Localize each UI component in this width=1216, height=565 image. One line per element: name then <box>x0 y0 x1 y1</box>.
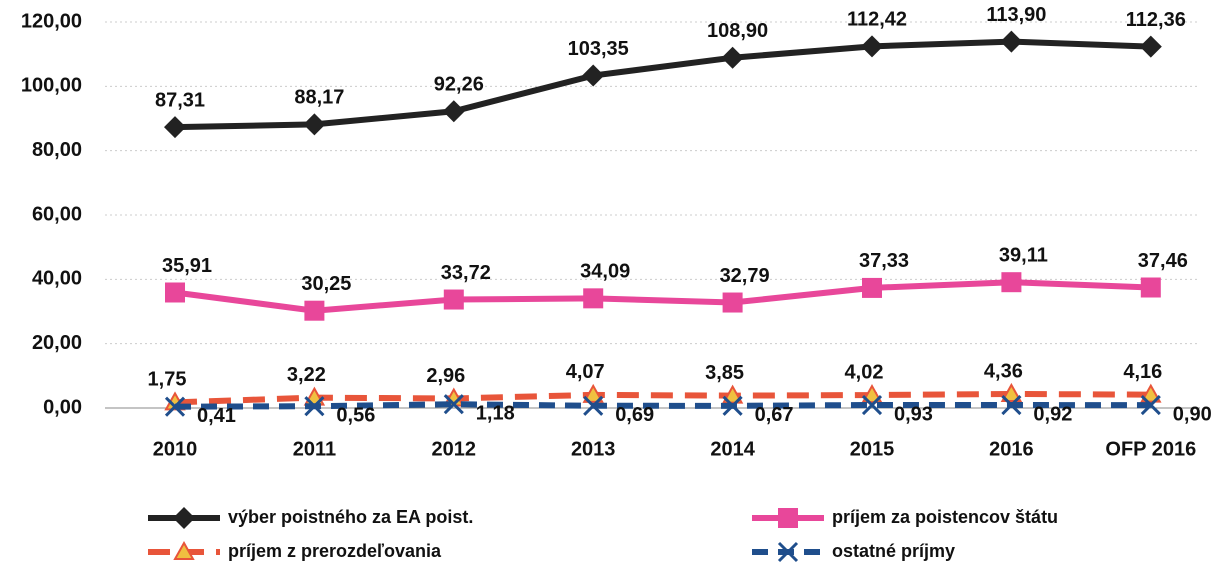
point-marker <box>1140 277 1161 298</box>
point-marker <box>861 394 883 416</box>
data-label: 112,42 <box>847 9 907 31</box>
x-tick-label: 2013 <box>571 438 616 460</box>
point-marker <box>1140 395 1161 416</box>
data-label: 37,46 <box>1138 250 1188 272</box>
data-label: 2,96 <box>426 365 465 387</box>
legend-marker <box>778 508 798 528</box>
point-marker <box>1001 272 1022 293</box>
data-label: 0,92 <box>1033 403 1072 425</box>
data-label: 112,36 <box>1126 9 1186 31</box>
y-tick-label: 120,00 <box>21 10 82 32</box>
point-marker <box>1000 30 1023 53</box>
data-label: 4,07 <box>566 361 605 383</box>
point-marker <box>582 383 604 403</box>
point-marker <box>1000 382 1023 402</box>
point-marker <box>583 288 604 309</box>
legend-marker <box>777 541 799 563</box>
y-tick-label: 80,00 <box>32 139 82 161</box>
data-label: 113,90 <box>986 4 1046 26</box>
y-tick-label: 100,00 <box>21 75 82 97</box>
point-marker <box>443 394 464 415</box>
x-tick-label: 2011 <box>293 438 336 460</box>
point-marker <box>1139 35 1162 58</box>
legend-label: príjem z prerozdeľovania <box>228 541 442 561</box>
point-marker <box>722 395 743 416</box>
point-marker <box>164 116 186 139</box>
x-tick-label: 2015 <box>850 438 895 460</box>
data-label: 37,33 <box>859 250 909 272</box>
data-label: 4,02 <box>845 361 884 383</box>
point-marker <box>1001 394 1022 416</box>
point-marker <box>164 396 186 417</box>
point-marker <box>861 35 883 58</box>
y-tick-label: 0,00 <box>43 396 82 418</box>
data-label: 35,91 <box>162 255 212 277</box>
point-marker <box>721 46 744 69</box>
data-label: 0,93 <box>894 403 933 425</box>
data-label: 88,17 <box>294 87 344 109</box>
data-label: 33,72 <box>441 262 491 284</box>
data-label: 4,16 <box>1123 361 1162 383</box>
legend-label: výber poistného za EA poist. <box>228 507 473 527</box>
data-label: 1,75 <box>148 369 187 391</box>
data-label: 34,09 <box>580 261 630 283</box>
x-tick-label: 2012 <box>432 438 477 460</box>
point-marker <box>304 396 325 417</box>
y-tick-label: 40,00 <box>32 268 82 290</box>
data-label: 0,41 <box>197 405 236 427</box>
data-label: 1,18 <box>476 402 515 424</box>
legend-marker <box>173 507 195 529</box>
data-label: 32,79 <box>720 265 770 287</box>
point-marker <box>722 292 743 313</box>
point-marker <box>303 113 326 136</box>
data-label: 92,26 <box>434 74 484 96</box>
y-tick-label: 60,00 <box>32 203 82 225</box>
x-tick-label: OFP 2016 <box>1105 438 1196 460</box>
data-label: 103,35 <box>568 38 629 60</box>
point-marker <box>442 100 465 123</box>
data-label: 39,11 <box>999 244 1048 266</box>
data-label: 0,90 <box>1173 403 1212 425</box>
data-label: 0,56 <box>336 404 375 426</box>
point-marker <box>721 384 744 404</box>
point-marker <box>582 64 605 87</box>
data-label: 3,22 <box>287 364 326 386</box>
point-marker <box>165 282 185 303</box>
legend-label: príjem za poistencov štátu <box>832 507 1058 527</box>
data-label: 0,69 <box>615 404 654 426</box>
y-tick-label: 20,00 <box>32 332 82 354</box>
x-tick-label: 2016 <box>989 438 1034 460</box>
data-label: 30,25 <box>301 273 351 295</box>
data-label: 3,85 <box>705 362 744 384</box>
point-marker <box>583 395 604 416</box>
series-line <box>174 401 1151 410</box>
point-marker <box>1140 383 1162 403</box>
point-marker <box>443 289 464 310</box>
series-line <box>174 390 1151 406</box>
legend-marker <box>173 540 195 560</box>
x-tick-label: 2014 <box>710 438 755 460</box>
series-line <box>174 38 1151 131</box>
point-marker <box>861 384 883 404</box>
data-label: 108,90 <box>707 20 768 42</box>
data-label: 0,67 <box>755 404 794 426</box>
legend-label: ostatné príjmy <box>832 541 955 561</box>
point-marker <box>304 300 325 321</box>
point-marker <box>862 277 882 298</box>
data-label: 87,31 <box>155 89 205 111</box>
data-label: 4,36 <box>984 360 1023 382</box>
series-line <box>174 279 1151 314</box>
x-tick-label: 2010 <box>153 438 198 460</box>
